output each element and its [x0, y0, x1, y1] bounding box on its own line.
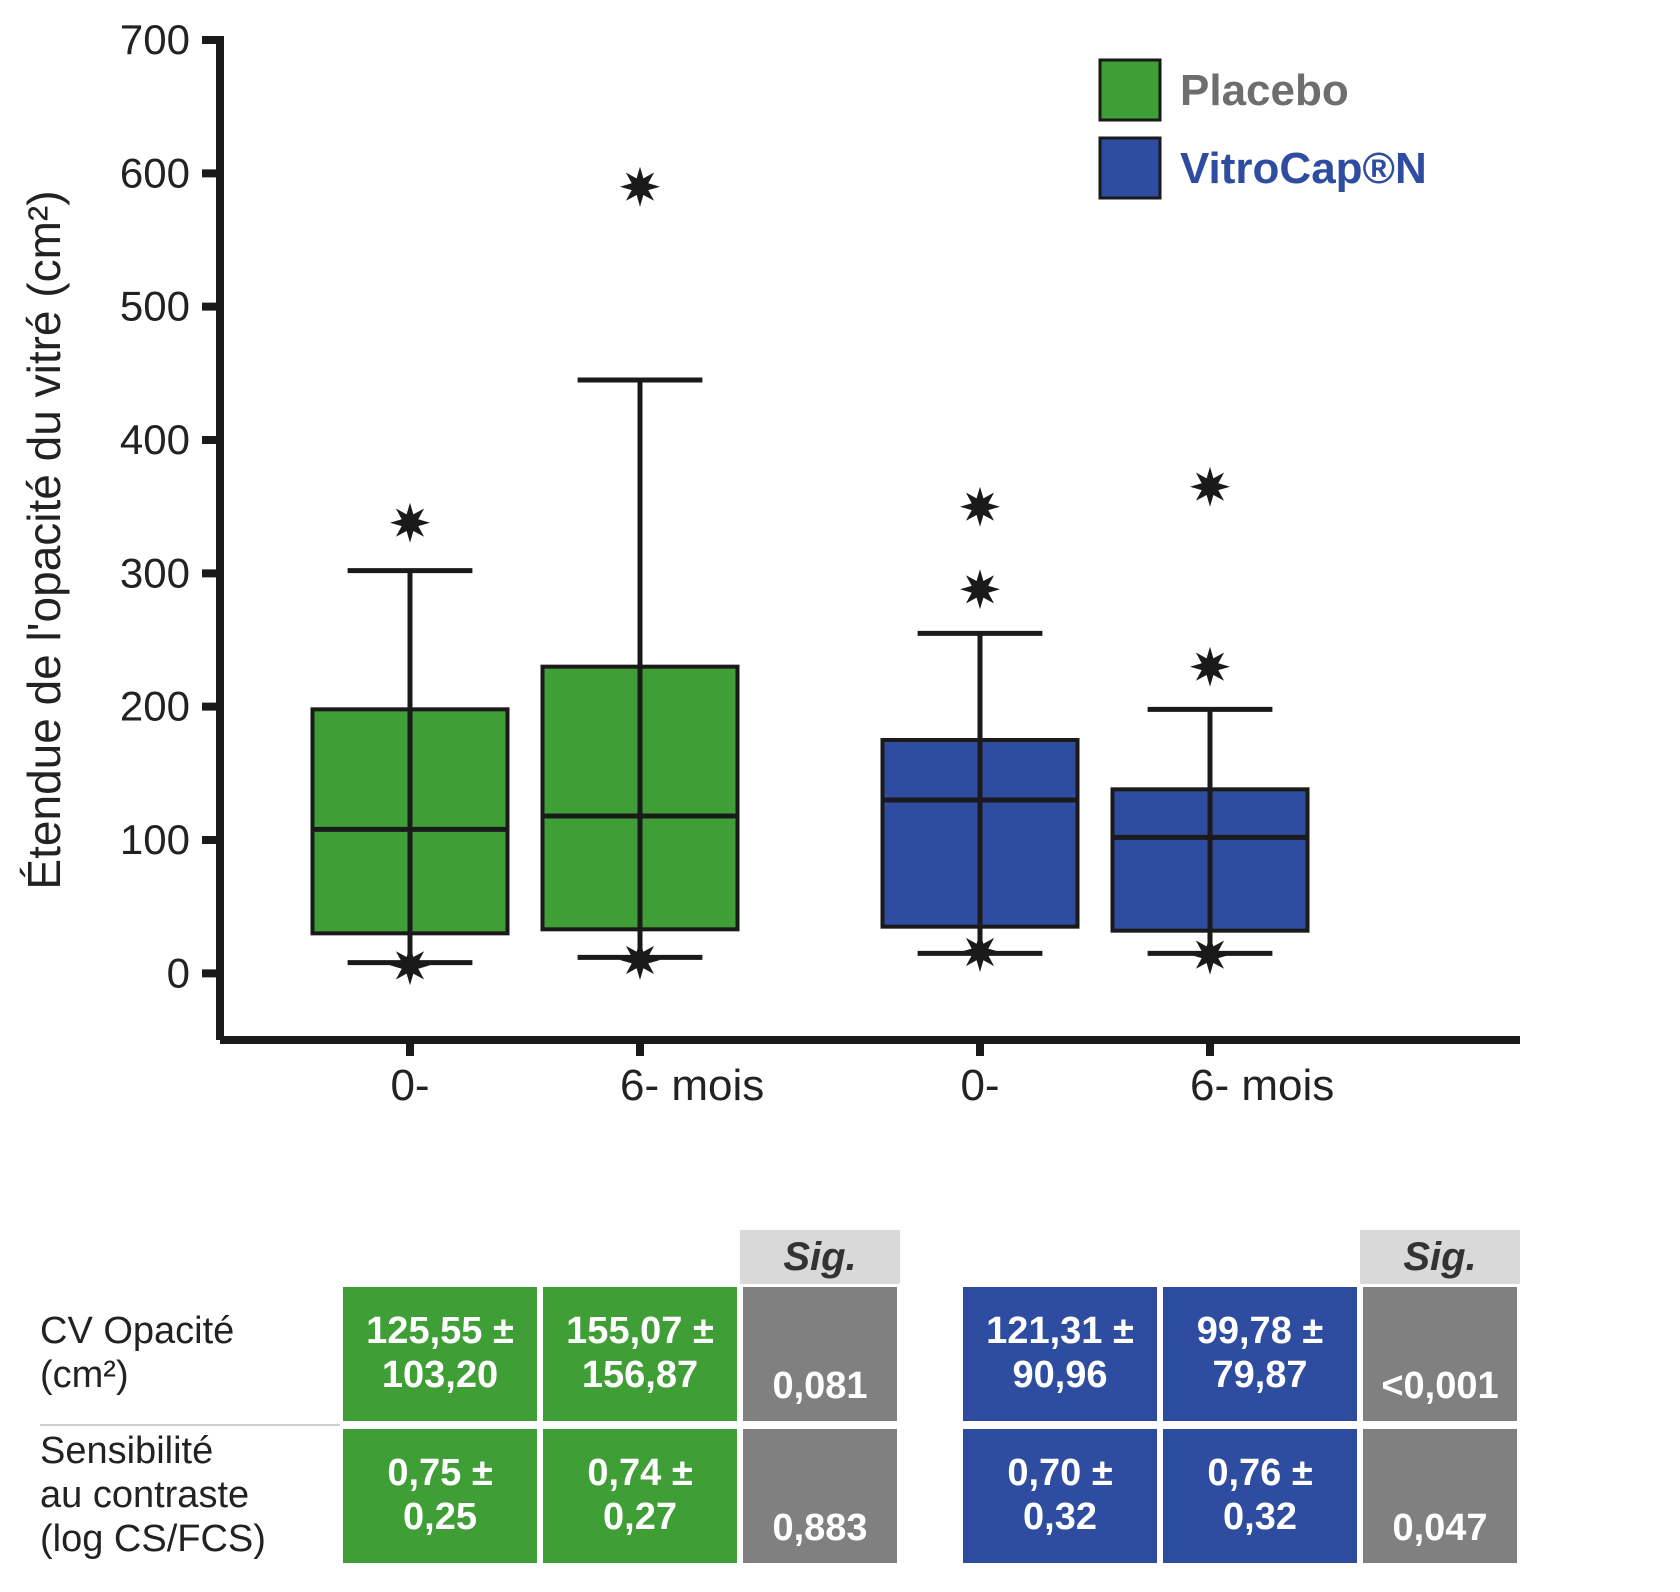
y-tick-label: 600 [120, 149, 190, 196]
data-cell: 155,07 ±156,87 [540, 1284, 740, 1424]
sig-cell: 0,047 [1360, 1426, 1520, 1566]
sig-cell: 0,883 [740, 1426, 900, 1566]
y-tick-label: 700 [120, 16, 190, 63]
data-cell: 99,78 ±79,87 [1160, 1284, 1360, 1424]
y-tick-label: 300 [120, 549, 190, 596]
row-label: CV Opacité(cm²) [40, 1284, 340, 1424]
data-cell: 0,70 ±0,32 [960, 1426, 1160, 1566]
table-rows: CV Opacité(cm²)125,55 ±103,20155,07 ±156… [40, 1284, 1640, 1566]
data-cell: 121,31 ±90,96 [960, 1284, 1160, 1424]
figure-root: { "chart": { "type": "boxplot", "backgro… [0, 0, 1680, 1592]
summary-table: Sig. Sig. CV Opacité(cm²)125,55 ±103,2015… [40, 1230, 1640, 1566]
table-row: Sensibilitéau contraste(log CS/FCS)0,75 … [40, 1426, 1640, 1566]
outlier-marker [1190, 935, 1230, 975]
row-label: Sensibilitéau contraste(log CS/FCS) [40, 1426, 340, 1566]
y-axis-label: Étendue de l'opacité du vitré (cm²) [18, 190, 70, 889]
outlier-marker [1190, 467, 1230, 507]
outlier-marker [620, 167, 660, 207]
x-category-label: 6- mois [620, 1061, 764, 1110]
y-tick-label: 400 [120, 416, 190, 463]
outlier-marker [960, 487, 1000, 527]
legend-swatch [1100, 60, 1160, 120]
x-category-label: 0- [960, 1061, 999, 1110]
outlier-marker [1190, 647, 1230, 687]
y-tick-label: 0 [167, 949, 190, 996]
y-tick-label: 100 [120, 816, 190, 863]
x-category-label: 6- mois [1190, 1061, 1334, 1110]
data-cell: 125,55 ±103,20 [340, 1284, 540, 1424]
outlier-marker [620, 940, 660, 980]
data-cell: 0,76 ±0,32 [1160, 1426, 1360, 1566]
legend-label: Placebo [1180, 66, 1349, 115]
outlier-marker [960, 569, 1000, 609]
table-row: CV Opacité(cm²)125,55 ±103,20155,07 ±156… [40, 1284, 1640, 1424]
y-tick-label: 200 [120, 683, 190, 730]
outlier-marker [390, 945, 430, 985]
legend-swatch [1100, 138, 1160, 198]
sig-header-row: Sig. Sig. [40, 1230, 1640, 1284]
outlier-marker [390, 503, 430, 543]
outlier-marker [960, 932, 1000, 972]
sig-cell: <0,001 [1360, 1284, 1520, 1424]
legend-label: VitroCap®N [1180, 144, 1427, 193]
data-cell: 0,75 ±0,25 [340, 1426, 540, 1566]
sig-header: Sig. [740, 1230, 900, 1284]
data-cell: 0,74 ±0,27 [540, 1426, 740, 1566]
sig-header: Sig. [1360, 1230, 1520, 1284]
y-tick-label: 500 [120, 283, 190, 330]
sig-cell: 0,081 [740, 1284, 900, 1424]
x-category-label: 0- [390, 1061, 429, 1110]
boxplot-chart: 0 100 200 300 400 500 600 700 Étendue de l'opaci… [0, 0, 1680, 1180]
